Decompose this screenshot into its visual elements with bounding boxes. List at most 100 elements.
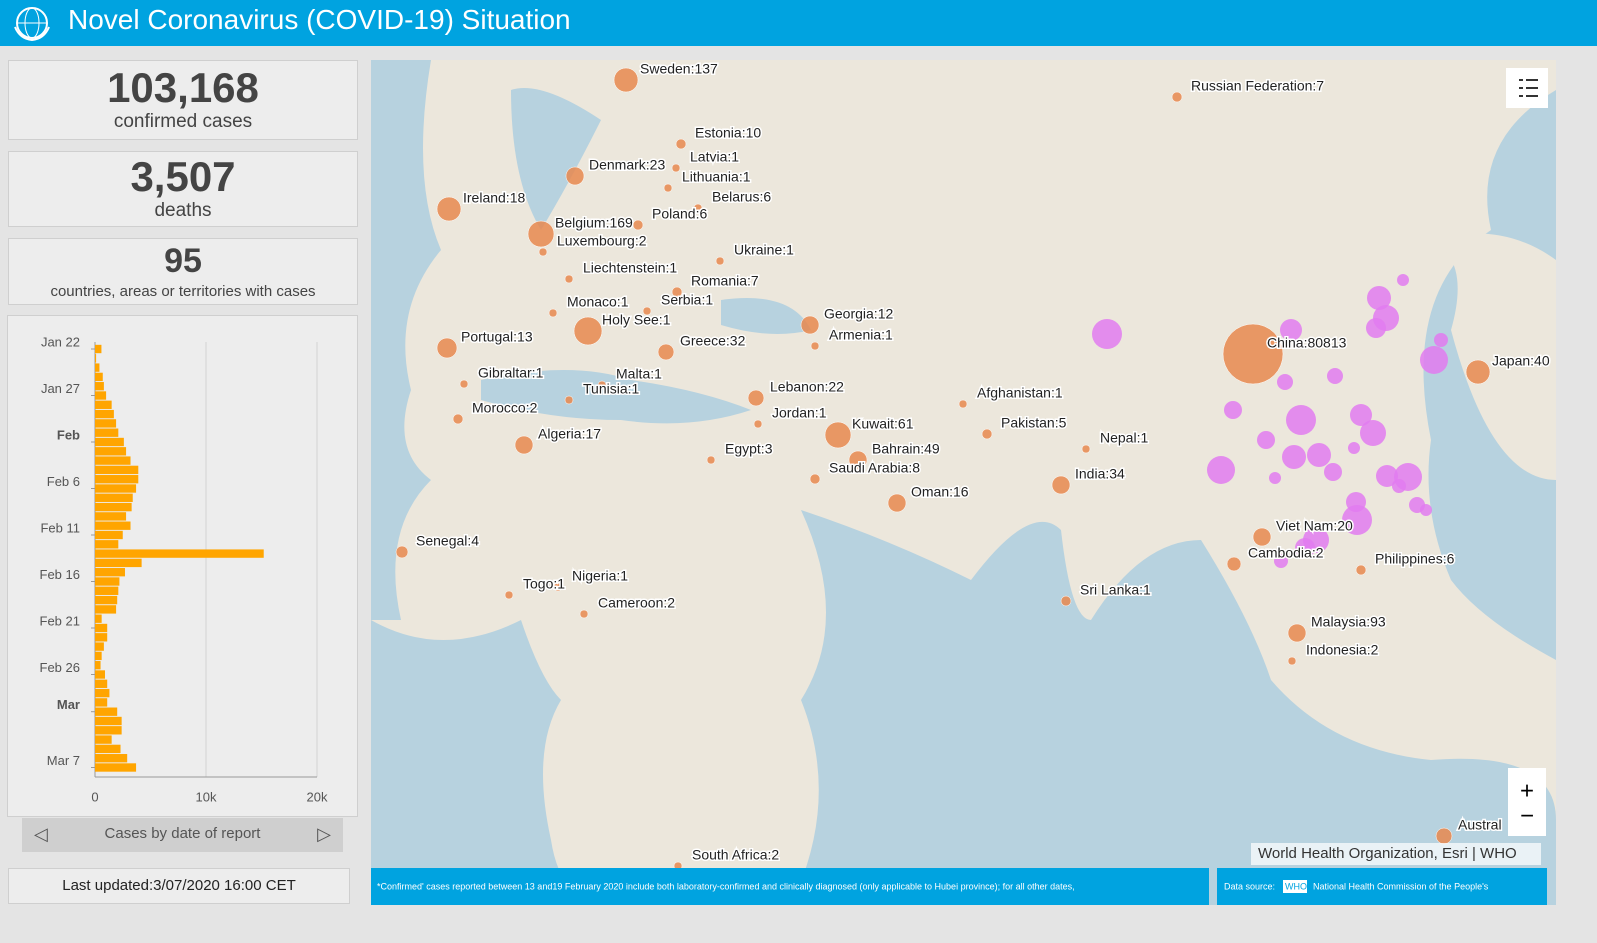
china-bubble [1434,333,1448,347]
country-label: Ireland:18 [463,190,525,206]
country-label: Kuwait:61 [852,416,914,432]
bar [95,735,112,744]
bar [95,568,125,577]
x-tick-label: 10k [196,789,217,804]
country-label: Romania:7 [691,273,759,289]
china-bubble [1366,318,1386,338]
y-tick-label: Feb 6 [47,474,80,489]
country-label: Bahrain:49 [872,441,940,457]
country-label: Morocco:2 [472,400,538,416]
china-bubble [1269,472,1281,484]
bar [95,754,128,763]
stat-deaths: 3,507 deaths [8,151,358,227]
footnote-bar [371,868,1209,905]
country-bubble [671,163,681,173]
east-asia-land [1431,233,1556,480]
country-bubble [887,493,907,513]
country-bubble [706,455,716,465]
country-label: Poland:6 [652,206,707,222]
country-label: Saudi Arabia:8 [829,460,920,476]
country-bubble [1226,556,1242,572]
map: Sweden:137 Russian Federation:7 Estonia:10… [371,60,1556,905]
black-sea [721,298,811,334]
stat-value: 95 [164,242,202,280]
country-bubble [1435,827,1453,845]
country-label: Indonesia:2 [1306,642,1379,658]
chart-title: Cases by date of report [104,825,261,842]
bar [95,391,107,400]
bar [95,679,108,688]
country-label: Luxembourg:2 [557,233,647,249]
country-bubble [981,428,993,440]
country-label: Lithuania:1 [682,169,751,185]
country-bubble [579,609,589,619]
country-bubble [810,341,820,351]
country-bubble [1287,656,1297,666]
china-bubble [1307,443,1331,467]
country-label: Japan:40 [1492,353,1550,369]
y-tick-label: Feb 16 [40,567,80,582]
zoom-in[interactable]: + [1520,777,1534,804]
country-bubble [800,315,820,335]
country-label: Sri Lanka:1 [1080,582,1151,598]
country-bubble [514,435,534,455]
y-tick-label: Feb 21 [40,613,80,628]
country-label: Greece:32 [680,333,746,349]
country-bubble [548,308,558,318]
country-label: Algeria:17 [538,426,601,442]
bar [95,726,122,735]
country-label: India:34 [1075,466,1125,482]
atlantic [371,60,441,620]
zoom-out[interactable]: − [1520,802,1534,829]
country-label: Nigeria:1 [572,568,628,584]
china-bubble [1286,405,1316,435]
bar [95,623,108,633]
country-bubble [1287,623,1307,643]
bar [95,419,117,428]
country-bubble [1060,595,1072,607]
china-bubble [1350,404,1372,426]
bar [95,614,102,623]
country-label: Serbia:1 [661,292,713,308]
prev-button[interactable]: ◁ [34,824,48,844]
bar [95,354,97,363]
next-button[interactable]: ▷ [317,824,331,844]
china-bubble [1257,431,1275,449]
country-bubble [564,395,574,405]
country-label: Viet Nam:20 [1276,518,1353,534]
china-bubble [1224,401,1242,419]
y-tick-label: Mar 7 [47,753,80,768]
country-bubble [848,450,868,470]
country-bubble [573,316,603,346]
bar [95,688,110,698]
country-label: Lebanon:22 [770,379,844,395]
stat-label: deaths [154,200,212,221]
source-prefix: Data source: [1224,881,1275,891]
country-label: Senegal:4 [416,533,479,549]
country-label: Tunisia:1 [583,381,640,397]
attribution: World Health Organization, Esri | WHO [1258,845,1517,862]
source-link[interactable]: WHO [1285,881,1307,891]
bar [95,465,139,475]
country-bubble [671,286,683,298]
mediterranean [481,370,751,424]
bar [95,716,122,726]
stat-value: 3,507 [130,153,236,200]
bar [95,540,119,549]
who-logo [14,7,50,42]
bar [95,558,142,568]
country-label: Philippines:6 [1375,551,1455,567]
attribution-bg [1251,843,1541,865]
china-bubble [1282,445,1306,469]
y-tick-label: Jan 27 [41,381,80,396]
country-label: Belgium:169 [555,215,633,231]
country-label: Ukraine:1 [734,242,794,258]
country-label: Sweden:137 [640,61,718,77]
country-bubble [958,399,968,409]
country-label: Egypt:3 [725,441,773,457]
country-label: Pakistan:5 [1001,415,1067,431]
country-label: Nepal:1 [1100,430,1148,446]
country-bubble [597,380,607,390]
country-bubble [657,343,675,361]
